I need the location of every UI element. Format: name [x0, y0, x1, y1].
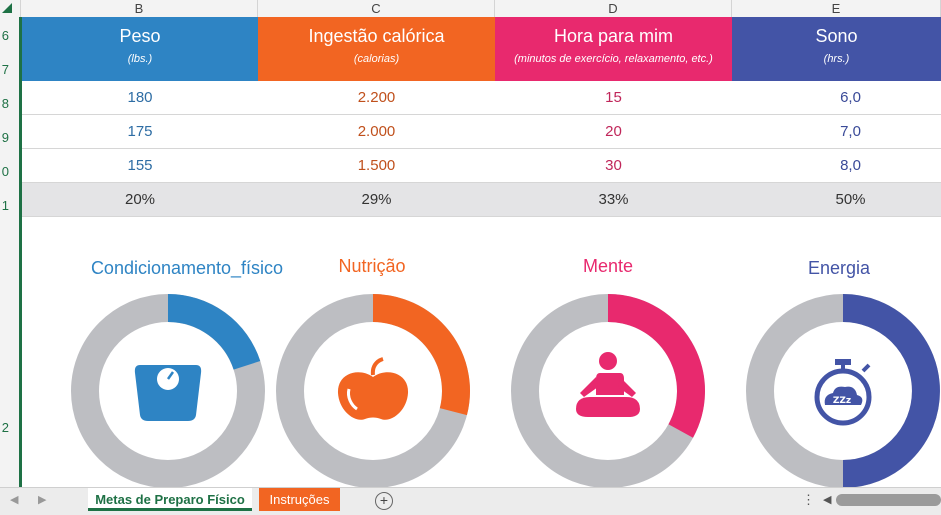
apple-icon	[337, 357, 409, 420]
percent-cell[interactable]: 29%	[361, 191, 392, 208]
add-sheet-icon[interactable]: +	[375, 492, 393, 510]
percent-cell[interactable]: 33%	[598, 191, 629, 208]
header-title: Ingestão calórica	[308, 26, 445, 46]
header-subtitle: (lbs.)	[127, 53, 153, 65]
cell[interactable]: 1.500	[357, 157, 396, 174]
header-subtitle: (calorias)	[353, 53, 400, 65]
header-title: Hora para mim	[553, 26, 674, 46]
header-cell-hora[interactable]: Hora para mim (minutos de exercício, rel…	[495, 17, 732, 81]
percent-cell[interactable]: 50%	[835, 191, 866, 208]
stopwatch-sleep-icon: ZZz	[814, 359, 872, 426]
cell[interactable]: 2.200	[357, 89, 396, 106]
percent-row: 20% 29% 33% 50%	[22, 183, 941, 217]
energy-donut-chart: ZZz	[746, 294, 940, 488]
column-header-b[interactable]: B	[21, 0, 258, 17]
column-header-c[interactable]: C	[258, 0, 495, 17]
cell[interactable]: 20	[605, 123, 622, 140]
row-headers: 6 7 8 9 0 1 2	[0, 17, 21, 487]
donut-progress-arc	[607, 294, 705, 438]
cell[interactable]: 6,0	[840, 89, 861, 106]
table-row: 155 1.500 30 8,0	[22, 149, 941, 183]
header-subtitle: (hrs.)	[823, 53, 850, 65]
cell[interactable]: 15	[605, 89, 622, 106]
selection-border	[19, 17, 22, 487]
row-header[interactable]: 1	[1, 198, 9, 213]
select-all-corner[interactable]	[0, 0, 21, 17]
cell[interactable]: 175	[127, 123, 153, 140]
cell[interactable]: 2.000	[357, 123, 396, 140]
header-cell-sono[interactable]: Sono (hrs.)	[732, 17, 941, 81]
svg-text:ZZz: ZZz	[833, 396, 851, 406]
donut-progress-arc	[167, 294, 261, 371]
header-cell-peso[interactable]: Peso (lbs.)	[22, 17, 258, 81]
cell[interactable]: 155	[127, 157, 153, 174]
sheet-tab-metas[interactable]: Metas de Preparo Físico	[88, 488, 252, 511]
row-header[interactable]: 0	[1, 164, 9, 179]
row-header[interactable]: 7	[1, 62, 9, 77]
dashboard-title-energia: Energia	[807, 258, 871, 278]
scroll-left-icon[interactable]: ◀	[823, 494, 832, 506]
donut-progress-arc	[842, 294, 940, 488]
percent-cell[interactable]: 20%	[124, 191, 156, 208]
row-header[interactable]: 8	[1, 96, 9, 111]
sheet-tab-bar: ◀ ▶ Metas de Preparo Físico Instruções +…	[0, 487, 941, 515]
scale-icon	[134, 365, 202, 421]
sheet-tab-instrucoes[interactable]: Instruções	[259, 488, 340, 511]
nutrition-donut-chart	[276, 294, 470, 488]
donut-progress-arc	[372, 294, 470, 416]
column-header-e[interactable]: E	[732, 0, 941, 17]
header-title: Peso	[119, 26, 161, 46]
row-header[interactable]: 6	[1, 28, 9, 43]
column-header-d[interactable]: D	[495, 0, 732, 17]
dashboard-title-mente: Mente	[582, 256, 634, 276]
cell[interactable]: 7,0	[840, 123, 861, 140]
meditation-icon	[576, 352, 640, 417]
horizontal-scrollbar[interactable]	[836, 494, 941, 506]
next-sheet-icon[interactable]: ▶	[38, 494, 47, 506]
cell[interactable]: 8,0	[840, 157, 861, 174]
header-subtitle: (minutos de exercício, relaxamento, etc.…	[514, 53, 713, 65]
table-row: 175 2.000 20 7,0	[22, 115, 941, 149]
row-header[interactable]: 9	[1, 130, 9, 145]
dashboard-title-condicionamento: Condicionamento_físico	[90, 258, 284, 278]
fitness-donut-chart	[71, 294, 265, 488]
row-header[interactable]: 2	[1, 420, 9, 435]
dashboard-title-nutricao: Nutrição	[338, 256, 406, 276]
mind-donut-chart	[511, 294, 705, 488]
column-headers: B C D E	[0, 0, 941, 18]
cell[interactable]: 30	[605, 157, 622, 174]
more-options-icon[interactable]: ⋮	[802, 492, 815, 507]
header-title: Sono	[815, 26, 858, 46]
cell[interactable]: 180	[127, 89, 153, 106]
prev-sheet-icon[interactable]: ◀	[10, 494, 19, 506]
header-cell-ingestao[interactable]: Ingestão calórica (calorias)	[258, 17, 495, 81]
table-row: 180 2.200 15 6,0	[22, 81, 941, 115]
